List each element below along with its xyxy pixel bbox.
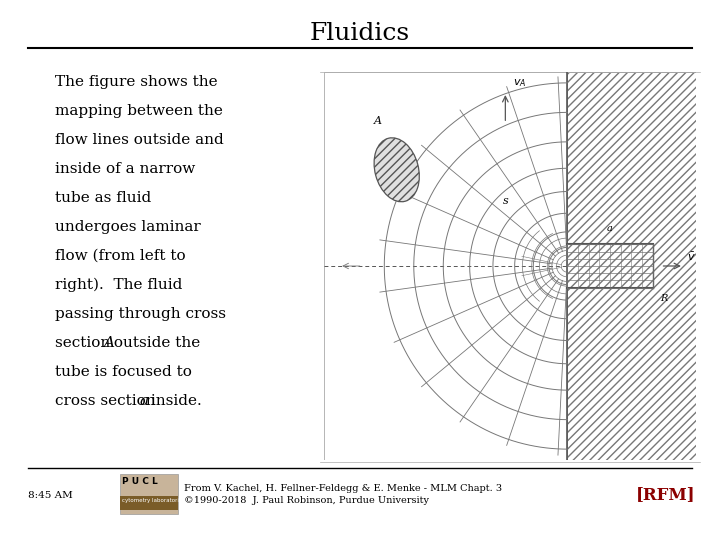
- Bar: [120, 474, 178, 514]
- Text: Fluidics: Fluidics: [310, 22, 410, 45]
- Text: 8:45 AM: 8:45 AM: [28, 490, 73, 500]
- Text: A: A: [374, 116, 382, 126]
- Text: undergoes laminar: undergoes laminar: [55, 220, 201, 234]
- Text: right).  The fluid: right). The fluid: [55, 278, 182, 292]
- Text: outside the: outside the: [109, 336, 201, 350]
- Text: The figure shows the: The figure shows the: [55, 75, 217, 89]
- Text: passing through cross: passing through cross: [55, 307, 226, 321]
- Bar: [567, 72, 696, 460]
- Text: flow lines outside and: flow lines outside and: [55, 133, 224, 147]
- Text: [RFM]: [RFM]: [635, 487, 695, 503]
- Text: a: a: [140, 394, 149, 408]
- Text: mapping between the: mapping between the: [55, 104, 223, 118]
- Text: tube as fluid: tube as fluid: [55, 191, 151, 205]
- Text: section: section: [55, 336, 115, 350]
- Text: cross section: cross section: [55, 394, 161, 408]
- Text: R: R: [660, 294, 668, 303]
- Text: inside.: inside.: [145, 394, 202, 408]
- Ellipse shape: [374, 138, 419, 202]
- Text: ©1990-2018  J. Paul Robinson, Purdue University: ©1990-2018 J. Paul Robinson, Purdue Univ…: [184, 496, 429, 505]
- Text: s: s: [503, 196, 508, 206]
- Text: inside of a narrow: inside of a narrow: [55, 162, 195, 176]
- Bar: [120, 496, 178, 510]
- Text: From V. Kachel, H. Fellner-Feldegg & E. Menke - MLM Chapt. 3: From V. Kachel, H. Fellner-Feldegg & E. …: [184, 484, 502, 493]
- Text: a: a: [606, 225, 612, 233]
- Text: $\bar{v}$: $\bar{v}$: [687, 251, 696, 263]
- Text: A: A: [104, 336, 114, 350]
- Text: P U C L: P U C L: [122, 477, 158, 486]
- Text: tube is focused to: tube is focused to: [55, 365, 192, 379]
- Text: cytometry laboratories: cytometry laboratories: [122, 498, 185, 503]
- Text: flow (from left to: flow (from left to: [55, 249, 186, 263]
- Text: $v_A$: $v_A$: [513, 77, 526, 89]
